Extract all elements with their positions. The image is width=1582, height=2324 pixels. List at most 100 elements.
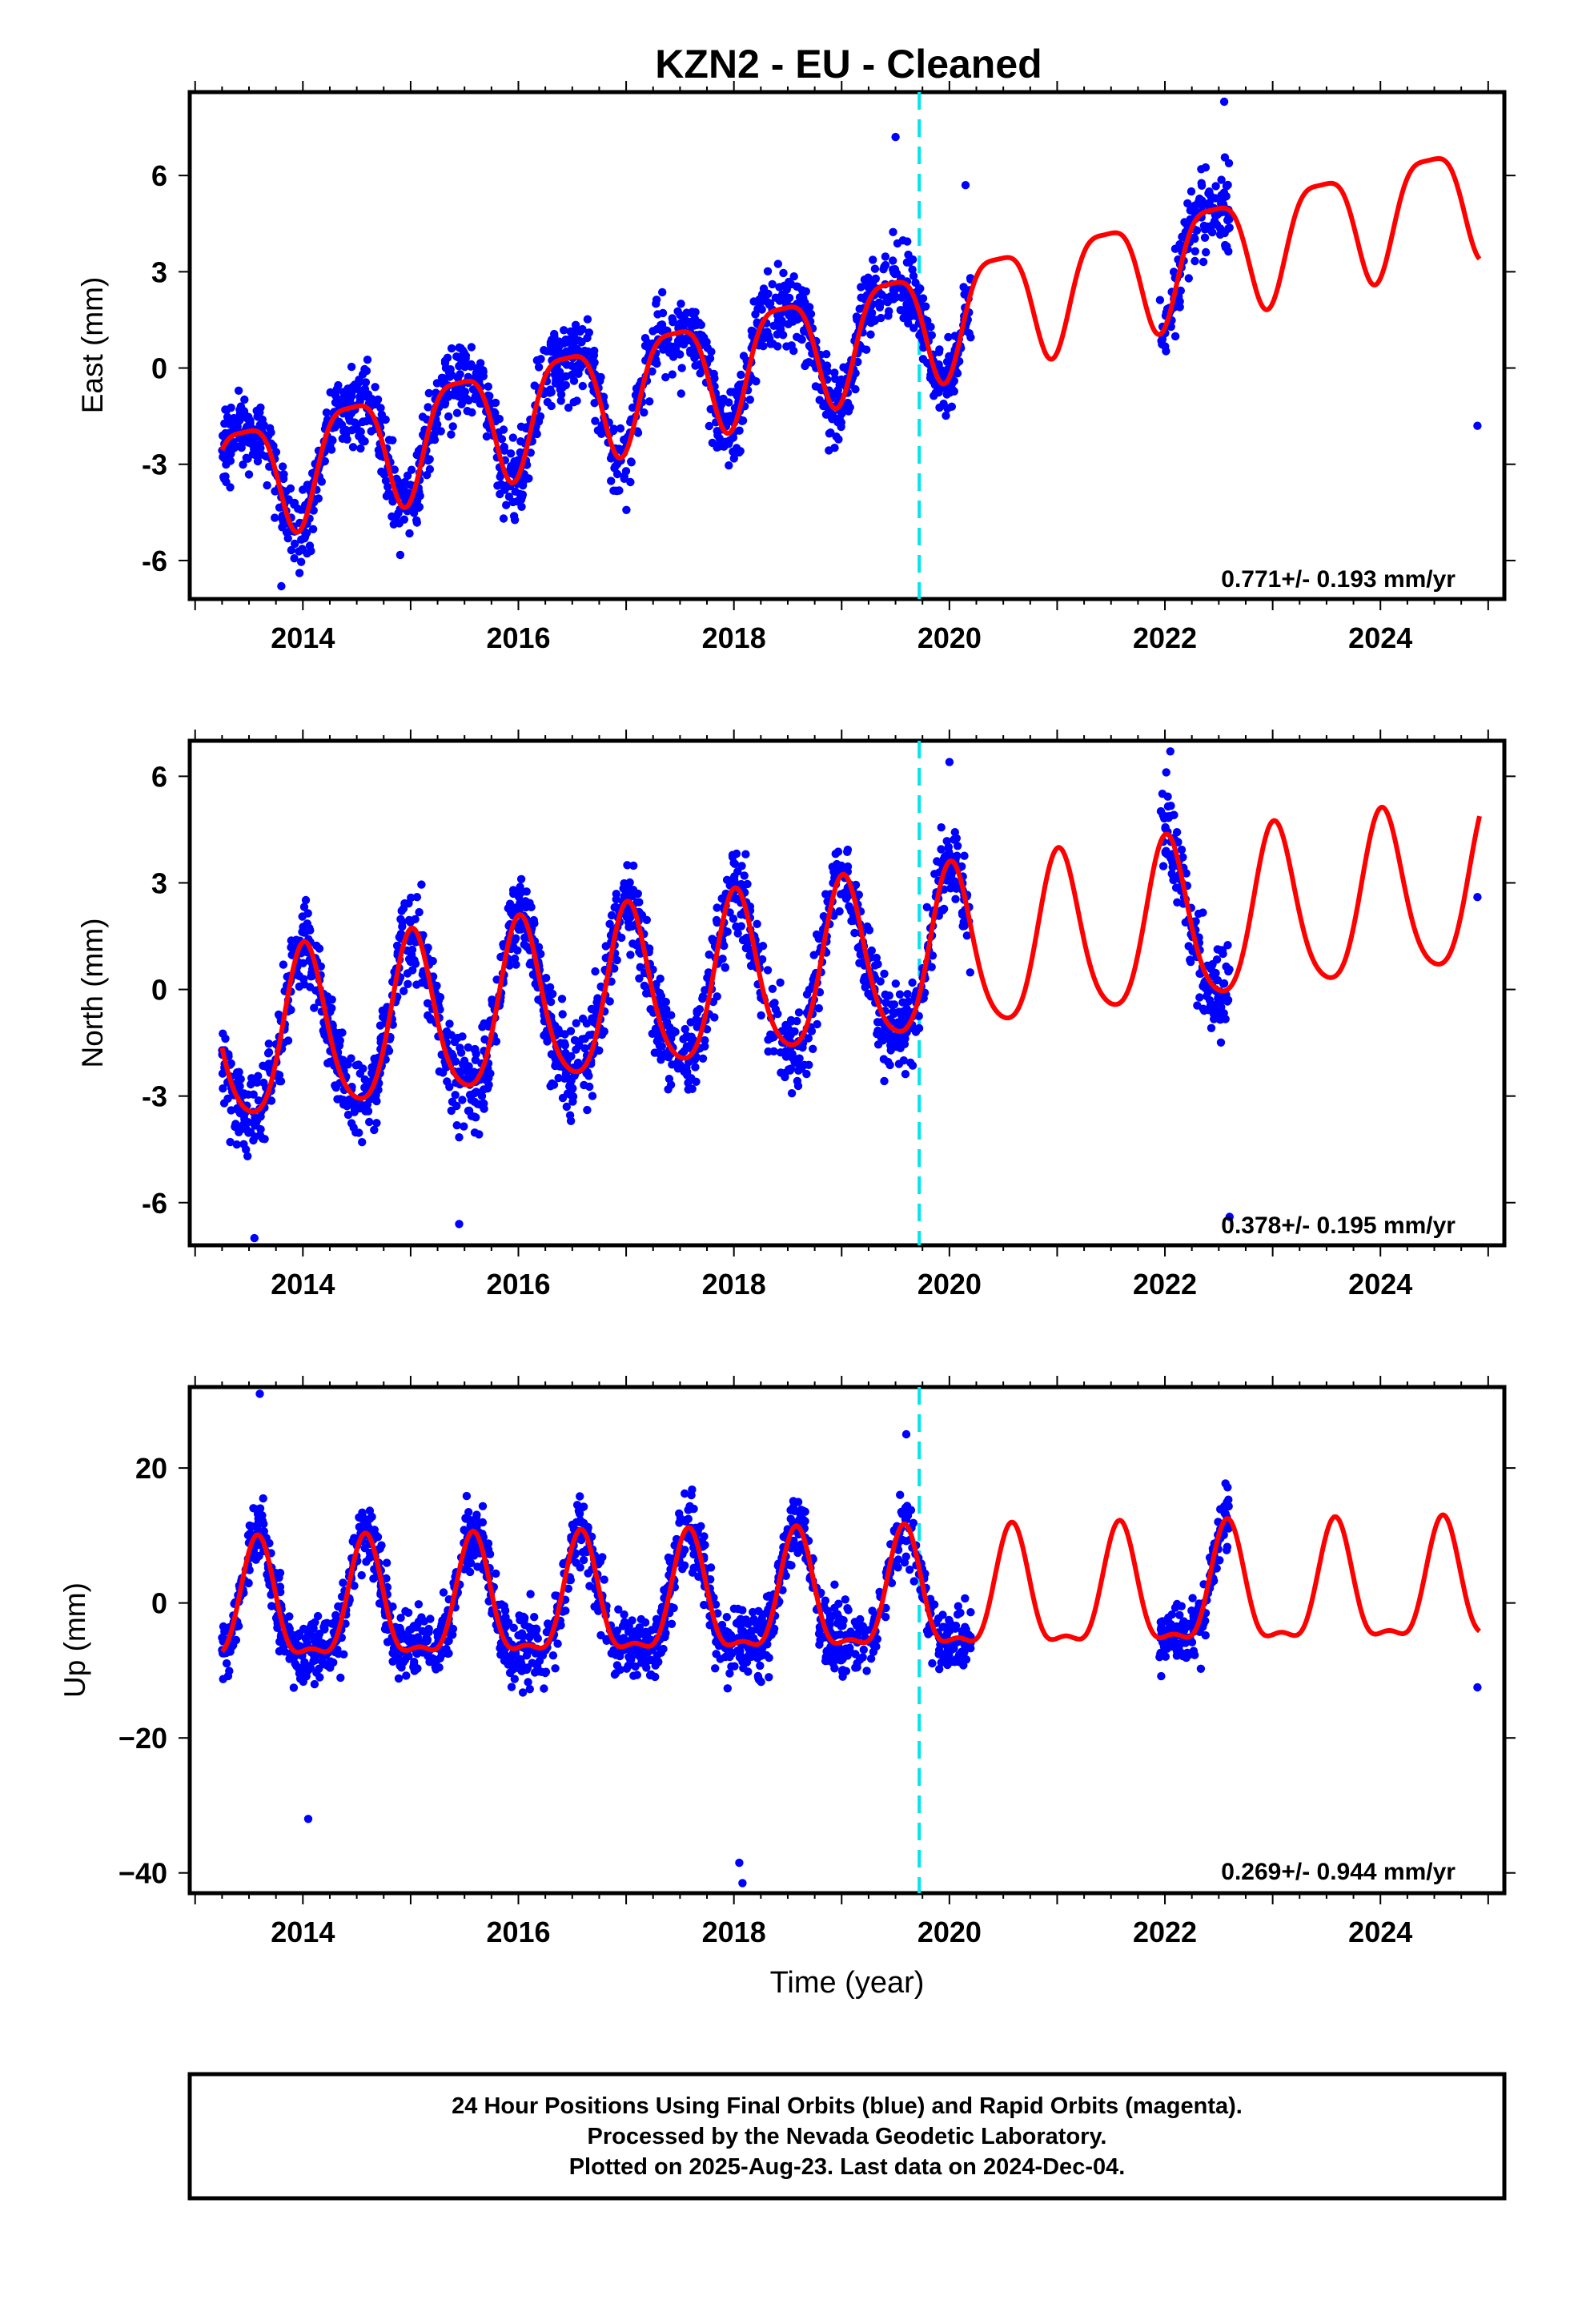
data-point	[535, 1656, 544, 1666]
data-point	[277, 581, 286, 591]
data-point	[534, 363, 544, 372]
data-point	[633, 889, 642, 899]
data-point	[580, 1044, 589, 1053]
data-point	[889, 1007, 897, 1017]
data-point	[830, 368, 839, 377]
y-tick-label: 6	[151, 159, 167, 192]
data-point	[510, 954, 520, 963]
data-point	[1170, 332, 1180, 341]
y-tick-label: 3	[151, 866, 167, 899]
data-point	[1473, 893, 1482, 902]
plot-frame-north	[187, 738, 1507, 1248]
data-point	[452, 352, 461, 361]
data-point	[672, 341, 681, 351]
data-point	[830, 1664, 839, 1673]
data-point	[671, 1027, 680, 1036]
data-point	[579, 1555, 588, 1565]
data-point	[626, 951, 635, 959]
data-point	[893, 239, 902, 248]
data-point	[756, 1661, 765, 1671]
data-point	[944, 332, 953, 342]
data-point	[514, 902, 524, 911]
data-point	[460, 388, 470, 396]
data-point	[857, 283, 865, 292]
data-point	[898, 1012, 908, 1022]
data-point	[825, 429, 834, 438]
data-point	[749, 297, 758, 306]
data-point	[757, 1651, 766, 1660]
data-point	[669, 352, 678, 361]
data-point	[299, 903, 309, 911]
data-point	[417, 978, 427, 987]
x-tick-label: 2014	[271, 621, 335, 654]
points-east	[218, 97, 1482, 591]
data-point	[417, 880, 426, 889]
data-point	[801, 298, 809, 307]
data-point	[871, 274, 881, 283]
data-point	[953, 1610, 962, 1619]
data-point	[1197, 179, 1206, 187]
data-point	[540, 346, 548, 355]
data-point	[822, 350, 831, 359]
data-point	[926, 322, 935, 332]
x-tick-label: 2014	[271, 1268, 335, 1301]
data-point	[902, 258, 912, 267]
data-point	[909, 271, 918, 280]
x-tick-label: 2022	[1133, 1916, 1197, 1948]
data-point	[1207, 1023, 1216, 1033]
data-point	[591, 967, 600, 976]
x-tick-label: 2016	[486, 1916, 550, 1948]
data-point	[593, 994, 602, 1003]
data-point	[356, 427, 365, 436]
data-point	[560, 326, 568, 335]
data-point	[765, 1653, 773, 1663]
data-point	[813, 1019, 821, 1029]
data-point	[271, 448, 281, 456]
data-point	[855, 304, 864, 313]
data-point	[865, 926, 874, 935]
data-point	[262, 1062, 271, 1072]
data-point	[658, 308, 668, 318]
data-point	[753, 919, 761, 929]
plot-frame-east	[187, 90, 1507, 601]
data-point	[696, 369, 705, 378]
data-point	[899, 288, 908, 298]
data-point	[491, 398, 500, 408]
data-point	[378, 1012, 387, 1022]
data-point	[1212, 220, 1222, 229]
data-point	[781, 1072, 789, 1082]
data-point	[443, 353, 452, 362]
y-tick-label: 0	[151, 1587, 167, 1620]
data-point	[881, 998, 890, 1007]
data-point	[526, 1590, 535, 1598]
data-point	[456, 1048, 466, 1057]
data-point	[412, 893, 422, 902]
data-point	[725, 876, 734, 886]
data-point	[652, 300, 661, 308]
data-point	[463, 407, 472, 416]
data-point	[462, 1491, 472, 1501]
data-point	[622, 505, 631, 514]
data-point	[375, 1021, 385, 1030]
data-point	[456, 370, 464, 379]
data-point	[349, 1123, 358, 1132]
data-point	[360, 364, 369, 374]
data-point	[1223, 242, 1231, 251]
data-point	[648, 327, 657, 336]
data-point	[1184, 942, 1193, 951]
data-point	[726, 388, 735, 396]
data-point	[403, 969, 412, 978]
data-point	[928, 1659, 937, 1668]
data-point	[601, 942, 610, 951]
data-point	[472, 1113, 480, 1122]
data-point	[966, 333, 975, 342]
data-point	[762, 328, 771, 336]
data-point	[609, 486, 618, 495]
x-tick-label: 2016	[486, 1268, 550, 1301]
data-point	[406, 957, 416, 967]
x-tick-label: 2022	[1133, 621, 1197, 654]
data-point	[235, 442, 244, 451]
data-point	[1215, 230, 1225, 239]
data-point	[779, 268, 788, 278]
data-point	[633, 428, 643, 437]
